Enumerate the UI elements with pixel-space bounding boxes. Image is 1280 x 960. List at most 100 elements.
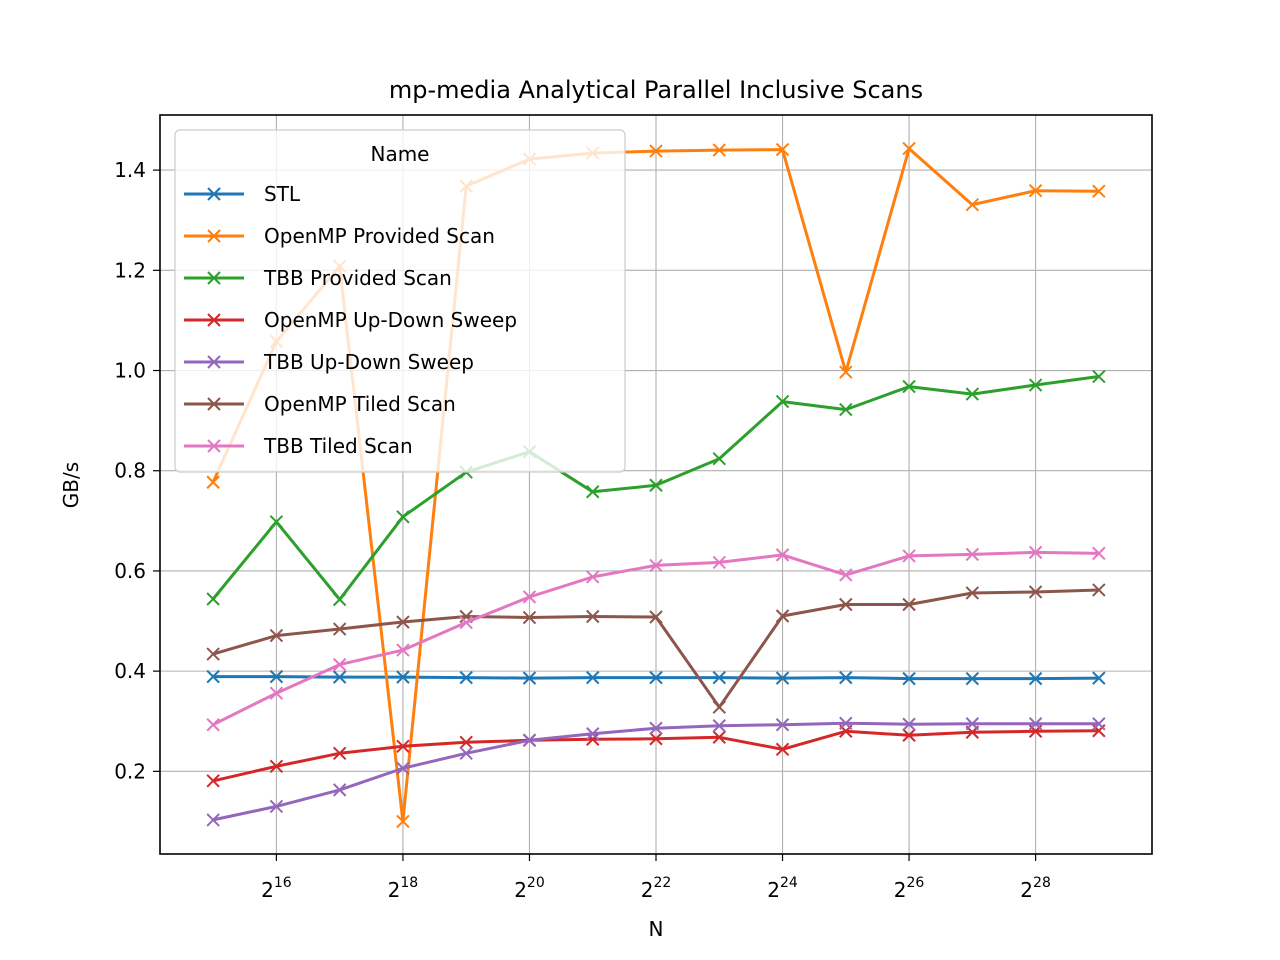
data-point	[902, 597, 916, 612]
legend-label: STL	[264, 182, 301, 206]
data-point	[712, 555, 726, 570]
legend-label: TBB Up-Down Sweep	[263, 350, 474, 374]
data-point	[269, 628, 284, 643]
series-2	[206, 369, 1106, 607]
data-point	[649, 610, 663, 624]
x-axis-label: N	[649, 917, 664, 941]
data-point	[649, 721, 663, 735]
data-point	[206, 475, 220, 489]
data-point	[586, 609, 600, 624]
data-point	[396, 739, 410, 753]
data-point	[902, 549, 916, 563]
data-point	[1028, 545, 1043, 560]
data-point	[1028, 717, 1043, 731]
data-point	[1028, 183, 1043, 198]
x-tick-label: 224	[767, 875, 798, 902]
legend-item: OpenMP Tiled Scan	[184, 392, 456, 416]
x-tick-label: 228	[1020, 875, 1051, 902]
data-point	[1092, 184, 1106, 198]
legend-item: TBB Provided Scan	[184, 266, 452, 290]
data-point	[332, 670, 347, 684]
data-point	[586, 485, 600, 499]
data-point	[775, 609, 790, 623]
y-tick-label: 0.2	[114, 759, 146, 783]
legend-label: OpenMP Tiled Scan	[264, 392, 456, 416]
data-point	[332, 746, 347, 761]
data-point	[522, 590, 537, 604]
data-point	[522, 733, 537, 747]
data-point	[839, 716, 853, 730]
data-point	[649, 478, 663, 492]
series-5	[206, 583, 1106, 714]
y-axis-ticks: 0.2 0.4 0.6 0.8 1.0 1.2 1.4	[114, 158, 160, 783]
data-point	[712, 143, 726, 157]
series-6	[206, 545, 1106, 732]
data-point	[206, 774, 220, 788]
data-point	[649, 558, 663, 573]
legend-label: TBB Provided Scan	[263, 266, 452, 290]
data-point	[839, 597, 853, 612]
data-point	[332, 592, 347, 607]
data-point	[712, 700, 726, 714]
data-point	[586, 727, 600, 741]
data-point	[269, 759, 284, 774]
y-tick-label: 0.4	[114, 659, 146, 683]
x-tick-label: 222	[641, 875, 672, 902]
y-axis-label: GB/s	[59, 462, 83, 508]
data-point	[902, 717, 916, 731]
data-point	[206, 718, 220, 732]
data-point	[712, 670, 726, 685]
data-point	[649, 144, 663, 158]
data-point	[775, 142, 790, 157]
legend-title: Name	[370, 142, 429, 166]
x-tick-label: 218	[388, 875, 419, 902]
data-point	[459, 670, 473, 685]
y-tick-label: 0.8	[114, 459, 146, 483]
data-point	[839, 568, 853, 582]
data-point	[902, 141, 916, 156]
data-point	[839, 365, 853, 379]
data-point	[396, 670, 410, 684]
data-point	[775, 671, 790, 685]
data-point	[332, 622, 347, 636]
data-point	[965, 671, 980, 686]
legend-item: OpenMP Up-Down Sweep	[184, 308, 517, 332]
data-point	[965, 387, 980, 401]
data-point	[775, 548, 790, 562]
data-point	[1092, 369, 1106, 384]
y-tick-label: 1.0	[114, 359, 146, 383]
data-point	[459, 615, 473, 630]
data-point	[649, 670, 663, 685]
data-point	[1028, 585, 1043, 599]
legend-item: TBB Up-Down Sweep	[184, 350, 474, 374]
data-point	[269, 669, 284, 684]
legend-item: STL	[184, 182, 301, 206]
x-tick-label: 220	[514, 875, 545, 902]
y-tick-label: 1.2	[114, 258, 146, 282]
legend-item: OpenMP Provided Scan	[184, 224, 495, 248]
chart-title: mp-media Analytical Parallel Inclusive S…	[389, 76, 923, 104]
x-tick-label: 216	[261, 875, 292, 902]
data-point	[269, 515, 284, 529]
data-point	[712, 451, 726, 466]
data-point	[712, 730, 726, 744]
series-0	[206, 669, 1106, 686]
data-point	[712, 719, 726, 733]
data-point	[902, 728, 916, 742]
data-point	[775, 718, 790, 732]
legend-label: TBB Tiled Scan	[263, 434, 413, 458]
legend: Name STL OpenMP Provided Scan TBB Provided …	[174, 129, 626, 473]
plot-series	[206, 141, 1106, 829]
data-point	[396, 761, 410, 776]
x-tick-label: 226	[894, 875, 925, 902]
data-point	[965, 547, 980, 562]
data-point	[965, 586, 980, 600]
data-point	[396, 814, 410, 829]
y-tick-label: 1.4	[114, 158, 146, 182]
data-point	[332, 783, 347, 797]
data-point	[902, 379, 916, 394]
data-point	[459, 746, 473, 761]
legend-label: OpenMP Provided Scan	[264, 224, 495, 248]
series-4	[206, 716, 1106, 827]
data-point	[1092, 546, 1106, 561]
